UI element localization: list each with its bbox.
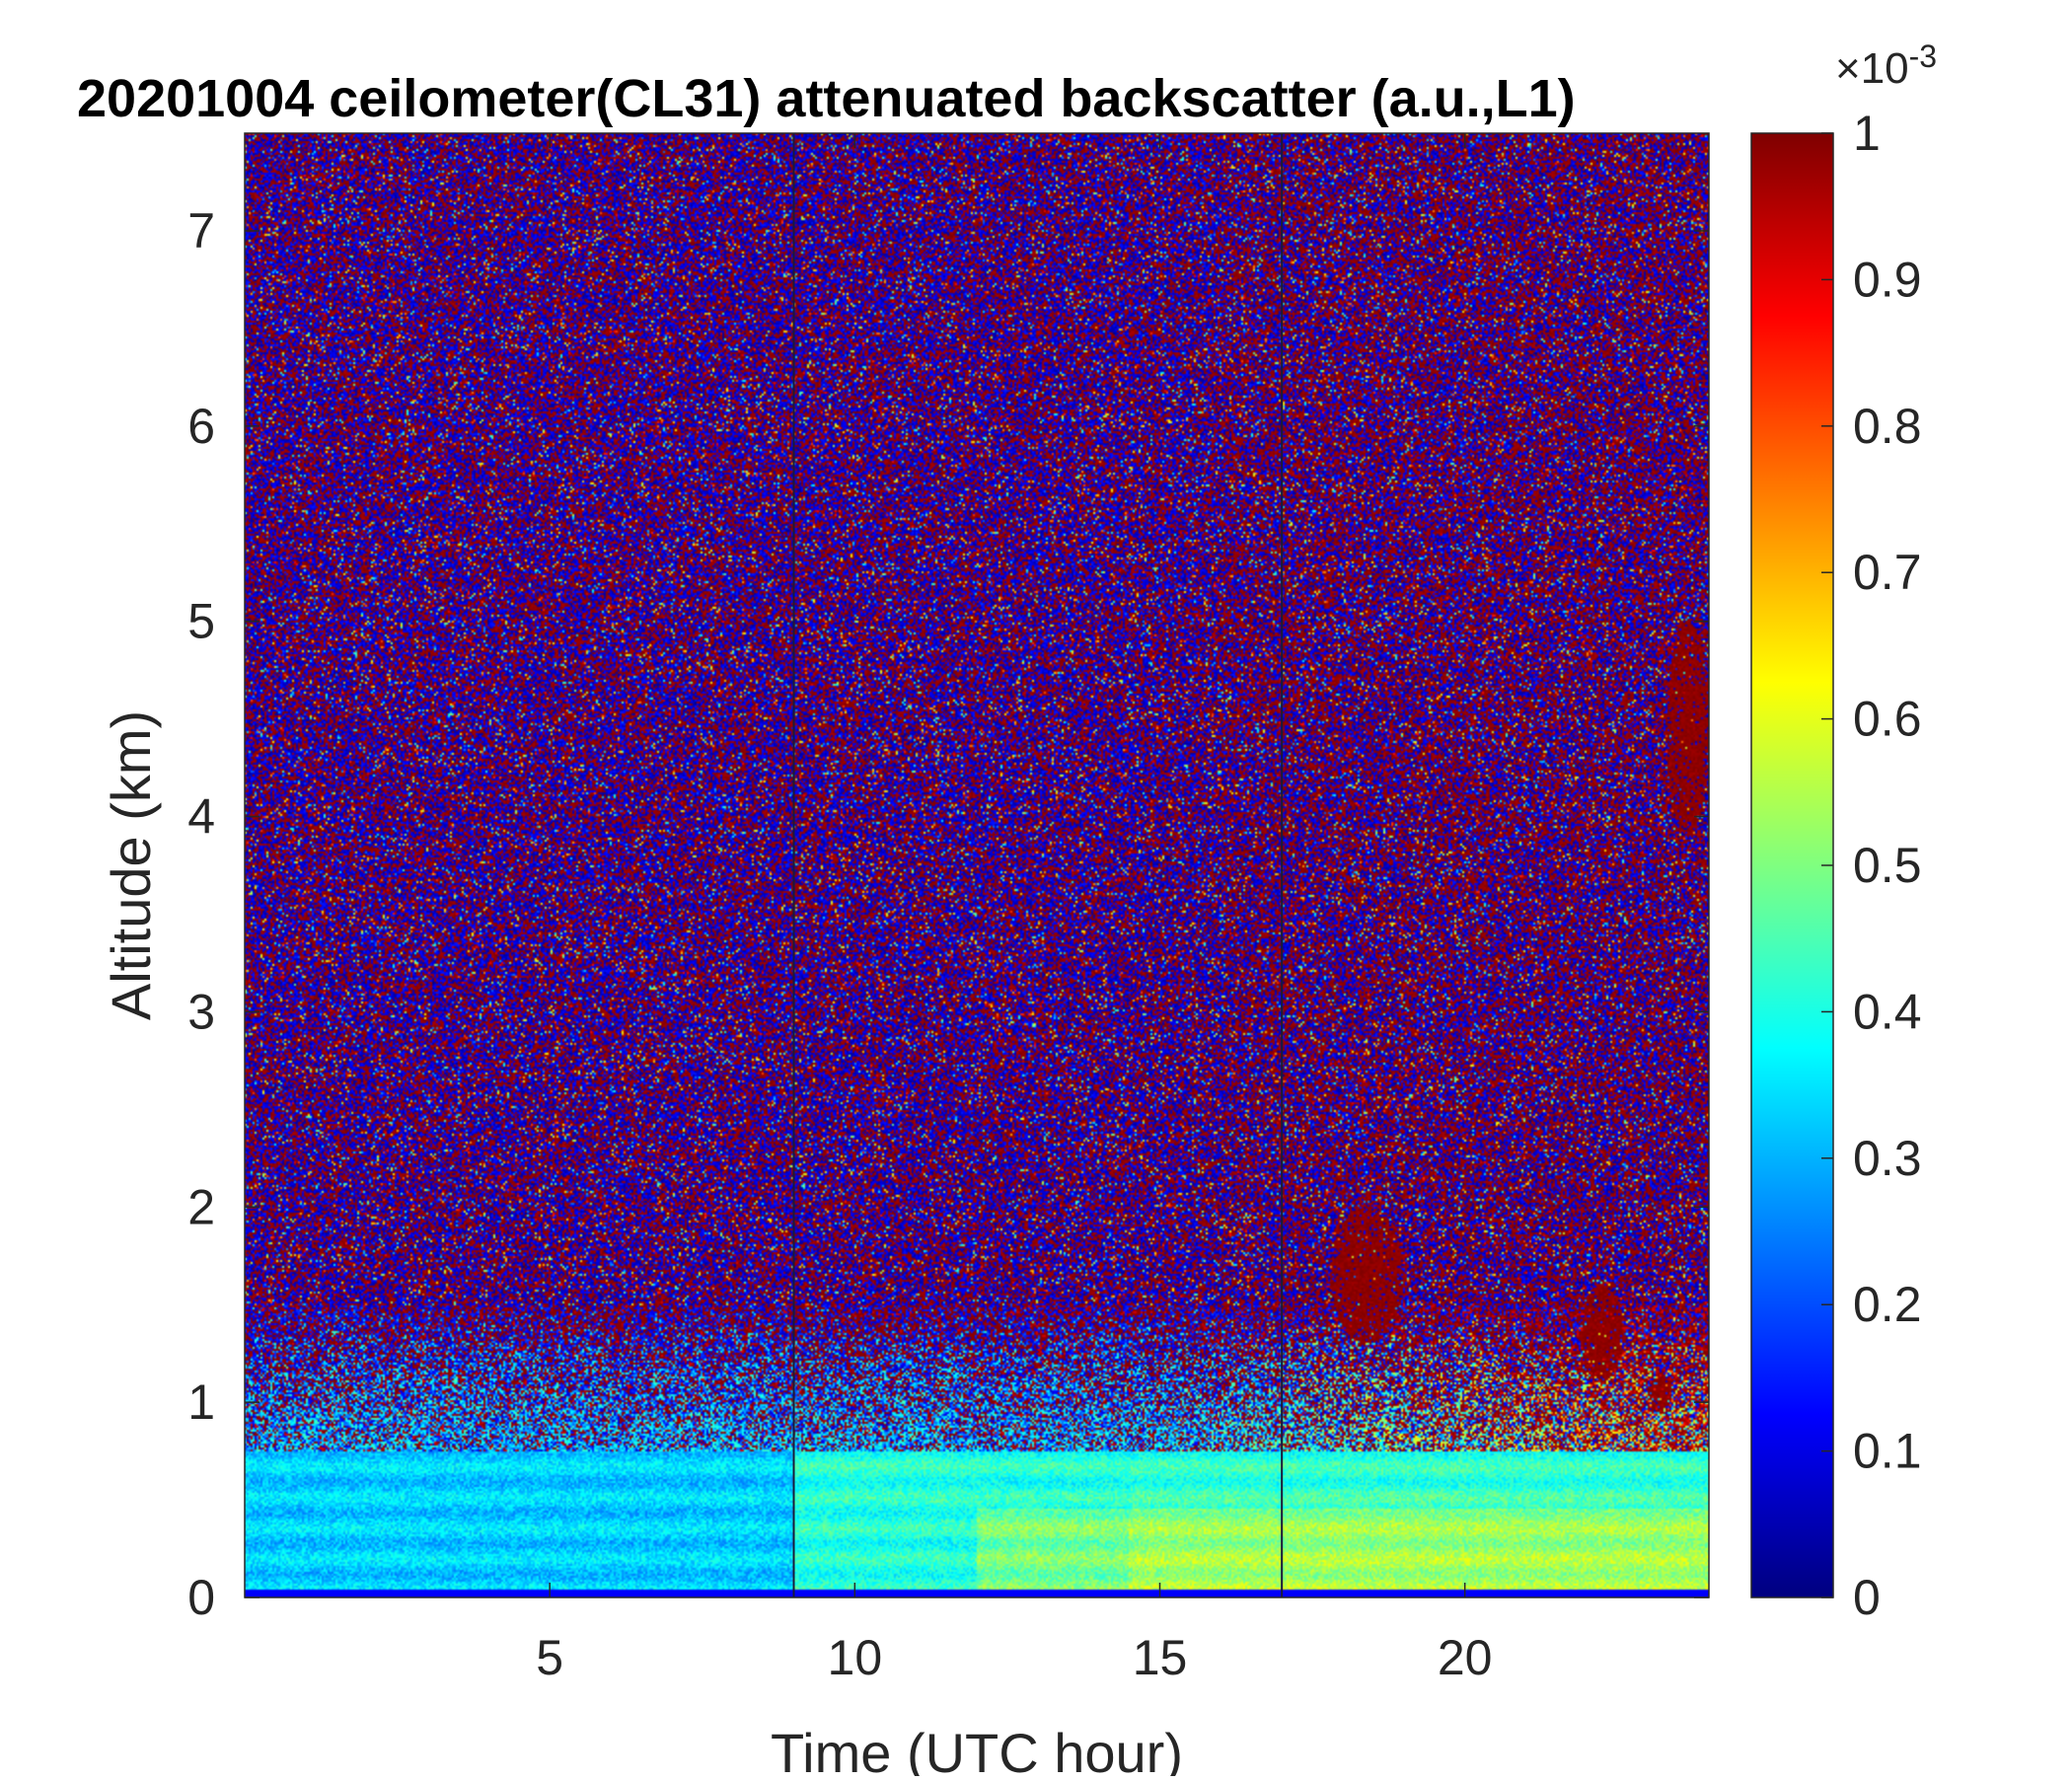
colorbar-tick-label: 0: [1853, 1570, 1881, 1625]
colorbar-tick-label: 0.3: [1853, 1131, 1922, 1186]
colorbar-tick-label: 0.6: [1853, 692, 1922, 747]
colorbar-exponent-base: ×10: [1835, 44, 1909, 93]
x-tick-label: 5: [536, 1630, 563, 1685]
y-tick-label: 3: [187, 984, 215, 1039]
plot-frame: [244, 132, 1710, 1598]
x-axis-label: Time (UTC hour): [771, 1722, 1183, 1776]
colorbar-tick-label: 0.1: [1853, 1424, 1922, 1479]
y-tick-label: 1: [187, 1374, 215, 1430]
colorbar-ticks: 0 0.1 0.2 0.3 0.4 0.5 0.6 0.7 0.8 0.9 1: [1821, 106, 1922, 1625]
colorbar-tick-label: 0.7: [1853, 545, 1922, 600]
colorbar-tick-label: 0.5: [1853, 838, 1922, 893]
colorbar-gradient: [1750, 132, 1834, 1598]
x-tick-label: 10: [828, 1630, 883, 1685]
plot-area: [245, 133, 1709, 1597]
chart-marks: [792, 133, 1284, 1597]
y-tick-label: 4: [187, 789, 215, 845]
colorbar: 0 0.1 0.2 0.3 0.4 0.5 0.6 0.7 0.8 0.9 1 ×10-3: [1750, 38, 1937, 1625]
y-tick-label: 7: [187, 203, 215, 259]
y-tick-label: 2: [187, 1179, 215, 1234]
y-axis-label: Altitude (km): [100, 710, 162, 1020]
colorbar-exponent-power: -3: [1909, 38, 1937, 74]
colorbar-tick-label: 0.2: [1853, 1277, 1922, 1332]
colorbar-tick-label: 0.4: [1853, 984, 1922, 1039]
y-axis: 0 1 2 3 4 5 6 7: [187, 203, 1709, 1625]
x-tick-label: 20: [1438, 1630, 1493, 1685]
y-tick-label: 0: [187, 1570, 215, 1625]
x-axis: 5 10 15 20: [536, 133, 1492, 1685]
heatmap-image: [245, 133, 1709, 1597]
y-tick-label: 5: [187, 594, 215, 649]
y-tick-label: 6: [187, 399, 215, 454]
x-tick-label: 15: [1133, 1630, 1188, 1685]
colorbar-tick-label: 0.8: [1853, 399, 1922, 454]
chart-title: 20201004 ceilometer(CL31) attenuated bac…: [77, 69, 1576, 128]
colorbar-tick-label: 0.9: [1853, 252, 1922, 307]
colorbar-exponent: ×10-3: [1835, 38, 1937, 93]
colorbar-tick-label: 1: [1853, 106, 1881, 161]
